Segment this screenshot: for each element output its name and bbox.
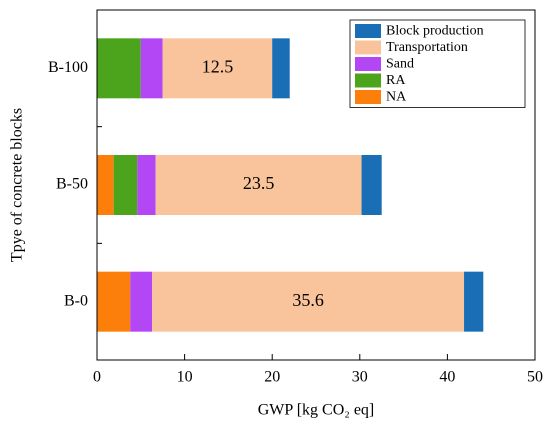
legend-swatch bbox=[355, 24, 381, 38]
bar-segment bbox=[155, 155, 362, 215]
bar-segment bbox=[464, 271, 484, 332]
bar-segment bbox=[361, 155, 382, 215]
x-tick-label: 30 bbox=[352, 369, 368, 386]
bar-segment bbox=[97, 271, 131, 332]
x-tick-label: 0 bbox=[93, 369, 101, 386]
bar-segment bbox=[272, 38, 290, 99]
bar-segment bbox=[97, 155, 114, 215]
x-tick-label: 40 bbox=[439, 369, 455, 386]
bar-segment bbox=[140, 38, 163, 99]
y-tick-label: B-0 bbox=[64, 292, 88, 309]
legend-label: RA bbox=[386, 73, 406, 88]
legend-label: NA bbox=[386, 90, 407, 105]
x-tick-label: 20 bbox=[264, 369, 280, 386]
bar-segment bbox=[113, 155, 138, 215]
legend-swatch bbox=[355, 73, 381, 88]
x-tick-label: 50 bbox=[527, 369, 543, 386]
plot-frame bbox=[96, 9, 536, 361]
legend-swatch bbox=[355, 40, 381, 55]
bar-segment bbox=[137, 155, 156, 215]
legend-label: Sand bbox=[386, 57, 414, 72]
x-tick-label: 10 bbox=[177, 369, 193, 386]
legend-label: Block production bbox=[386, 24, 484, 39]
bar-segment bbox=[130, 271, 153, 332]
bar-segment bbox=[152, 271, 465, 332]
bar-segment bbox=[162, 38, 273, 99]
data-label: 12.5 bbox=[202, 56, 234, 76]
y-tick-label: B-100 bbox=[48, 59, 88, 76]
legend-swatch bbox=[355, 57, 381, 71]
legend-swatch bbox=[355, 90, 381, 104]
y-axis-label: Tpye of concrete blocks bbox=[9, 108, 26, 262]
x-axis-label: GWP [kg CO₂ eq] bbox=[258, 402, 375, 419]
data-label: 35.6 bbox=[292, 290, 324, 310]
bar-segment bbox=[97, 38, 141, 99]
y-tick-label: B-50 bbox=[56, 176, 88, 193]
legend-label: Transportation bbox=[386, 40, 468, 55]
data-label: 23.5 bbox=[243, 173, 275, 193]
